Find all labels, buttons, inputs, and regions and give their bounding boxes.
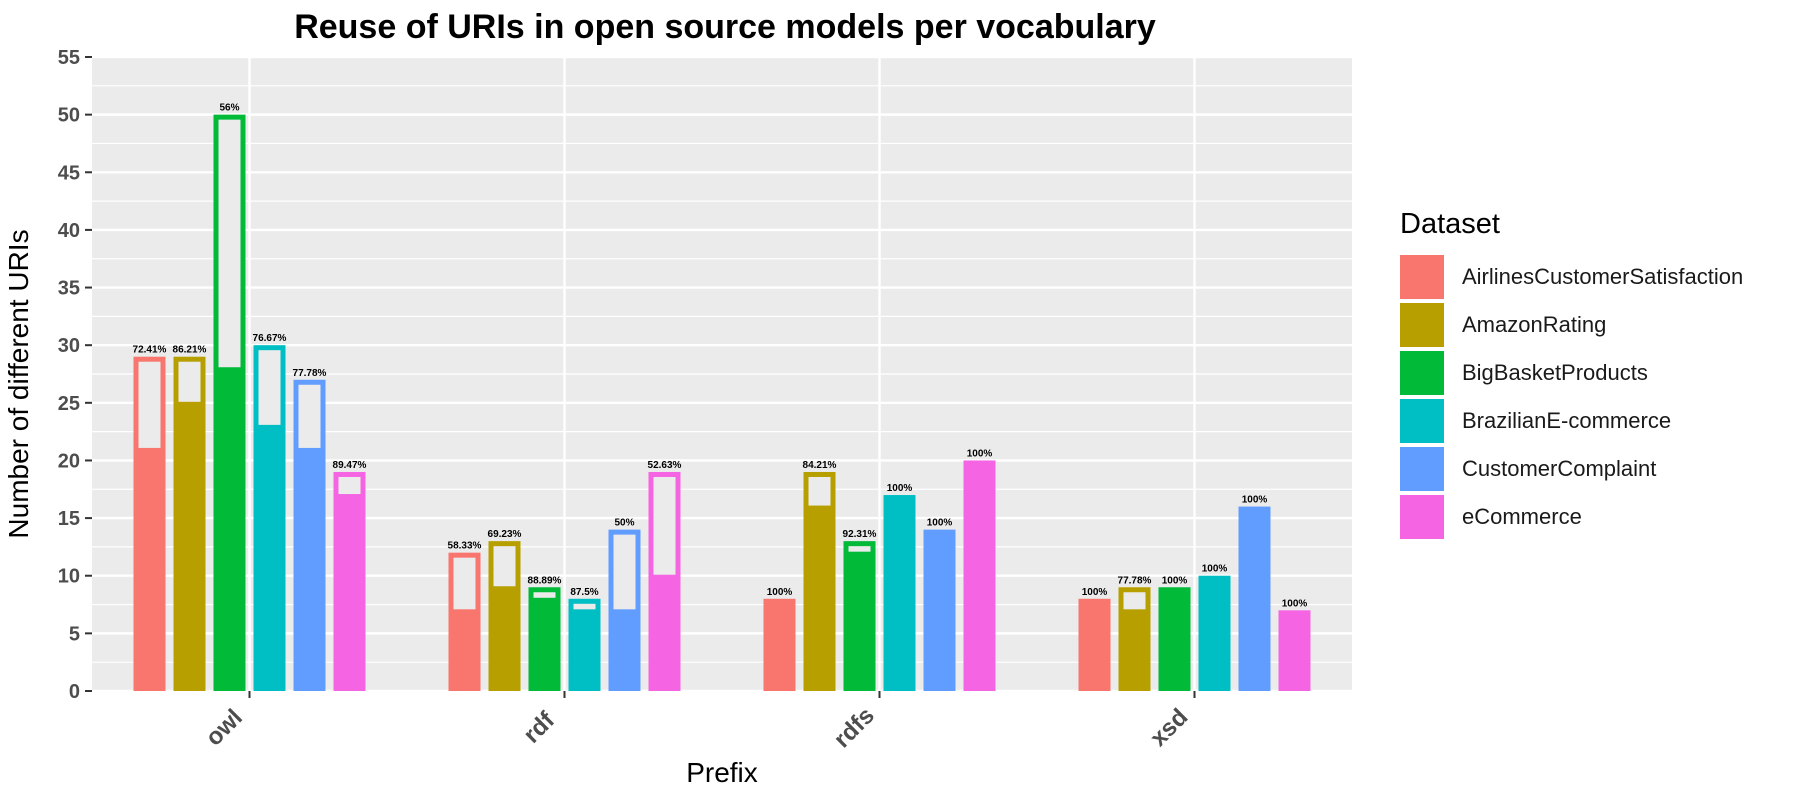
non-reused-segment	[453, 557, 476, 610]
data-label: 77.78%	[293, 368, 327, 379]
data-label: 84.21%	[803, 460, 837, 471]
non-reused-segment	[493, 546, 516, 587]
y-tick-label: 5	[69, 623, 80, 645]
chart-title: Reuse of URIs in open source models per …	[294, 8, 1156, 46]
legend-label: AirlinesCustomerSatisfaction	[1462, 264, 1744, 289]
y-tick-label: 30	[58, 335, 80, 357]
non-reused-segment	[613, 534, 636, 610]
bar-eCommerce-xsd	[1278, 610, 1311, 691]
legend-label: eCommerce	[1462, 504, 1582, 529]
data-label: 100%	[967, 448, 993, 459]
data-label: 76.67%	[253, 333, 287, 344]
bar-BrazilianE-commerce-rdfs	[883, 495, 916, 691]
data-label: 86.21%	[173, 345, 207, 356]
non-reused-segment	[258, 350, 281, 425]
x-axis-title: Prefix	[686, 757, 758, 788]
data-label: 77.78%	[1118, 575, 1152, 586]
y-tick-label: 35	[58, 278, 80, 300]
non-reused-segment	[298, 384, 321, 448]
non-reused-segment	[573, 603, 596, 610]
bar-eCommerce-rdfs	[963, 460, 996, 691]
y-tick-label: 0	[69, 681, 80, 703]
legend: Dataset AirlinesCustomerSatisfaction Amaz…	[1400, 208, 1743, 541]
bar-BrazilianE-commerce-xsd	[1198, 575, 1231, 691]
legend-key	[1400, 495, 1444, 539]
bar-eCommerce-owl	[333, 471, 366, 691]
non-reused-segment	[848, 546, 871, 552]
non-reused-segment	[138, 361, 161, 448]
legend-label: BigBasketProducts	[1462, 360, 1648, 385]
legend-item: eCommerce	[1400, 493, 1743, 541]
data-label: 100%	[887, 483, 913, 494]
bar-AmazonRating-owl	[173, 356, 206, 691]
non-reused-segment	[218, 119, 241, 368]
data-label: 100%	[1202, 564, 1228, 575]
x-tick-label: rdfs	[829, 702, 880, 753]
legend-key	[1400, 351, 1444, 395]
y-tick-label: 55	[58, 47, 80, 69]
y-tick-label: 10	[58, 566, 80, 588]
data-labels: 72.41% 86.21% 56% 76.67% 77.78% 89.47% 58.33% 6…	[133, 103, 1308, 610]
data-label: 100%	[1242, 495, 1268, 506]
data-label: 100%	[927, 518, 953, 529]
non-reused-segment	[653, 476, 676, 575]
bar-AirlinesCustomerSatisfaction-rdfs	[763, 598, 796, 691]
data-label: 100%	[1162, 575, 1188, 586]
legend-label: CustomerComplaint	[1462, 456, 1657, 481]
legend-item: AirlinesCustomerSatisfaction	[1400, 253, 1743, 301]
y-tick-label: 40	[58, 220, 80, 242]
y-tick-label: 45	[58, 162, 80, 184]
legend-items: AirlinesCustomerSatisfaction AmazonRating…	[1400, 253, 1743, 541]
legend-item: BigBasketProducts	[1400, 349, 1743, 397]
bar-CustomerComplaint-xsd	[1238, 506, 1271, 691]
non-reused-segment	[808, 476, 831, 506]
data-label: 100%	[767, 587, 793, 598]
data-label: 92.31%	[843, 529, 877, 540]
y-tick-label: 50	[58, 105, 80, 127]
bar-BrazilianE-commerce-rdf	[568, 598, 601, 691]
data-label: 69.23%	[488, 529, 522, 540]
y-tick-label: 20	[58, 450, 80, 472]
y-tick-label: 15	[58, 508, 80, 530]
bar-CustomerComplaint-rdfs	[923, 529, 956, 691]
non-reused-segment	[533, 592, 556, 598]
x-tick-label: owl	[201, 704, 248, 751]
non-reused-segment	[338, 476, 361, 495]
data-label: 58.33%	[448, 541, 482, 552]
data-label: 100%	[1282, 598, 1308, 609]
data-label: 88.89%	[528, 575, 562, 586]
data-label: 72.41%	[133, 345, 167, 356]
non-reused-segment	[1123, 592, 1146, 610]
data-label: 87.5%	[570, 587, 598, 598]
y-tick-label: 25	[58, 393, 80, 415]
bar-BigBasketProducts-xsd	[1158, 587, 1191, 691]
legend-key	[1400, 255, 1444, 299]
data-label: 52.63%	[648, 460, 682, 471]
bars	[133, 114, 1311, 692]
legend-key	[1400, 399, 1444, 443]
bar-AirlinesCustomerSatisfaction-xsd	[1078, 598, 1111, 691]
data-label: 89.47%	[333, 460, 367, 471]
bar-BigBasketProducts-rdfs	[843, 541, 876, 691]
y-axis-title: Number of different URIs	[3, 229, 34, 538]
x-tick-label: xsd	[1145, 704, 1193, 752]
legend-title: Dataset	[1400, 208, 1500, 240]
data-label: 50%	[614, 518, 634, 529]
bar-AmazonRating-rdfs	[803, 471, 836, 691]
legend-label: BrazilianE-commerce	[1462, 408, 1672, 433]
legend-label: AmazonRating	[1462, 312, 1607, 337]
legend-key	[1400, 303, 1444, 347]
x-tick-label: rdf	[518, 706, 560, 748]
grid-lines	[92, 55, 1352, 693]
legend-key	[1400, 447, 1444, 491]
non-reused-segment	[178, 361, 201, 402]
bar-BigBasketProducts-rdf	[528, 587, 561, 691]
legend-item: CustomerComplaint	[1400, 445, 1743, 493]
legend-item: BrazilianE-commerce	[1400, 397, 1743, 445]
legend-item: AmazonRating	[1400, 301, 1743, 349]
data-label: 56%	[219, 103, 239, 114]
data-label: 100%	[1082, 587, 1108, 598]
